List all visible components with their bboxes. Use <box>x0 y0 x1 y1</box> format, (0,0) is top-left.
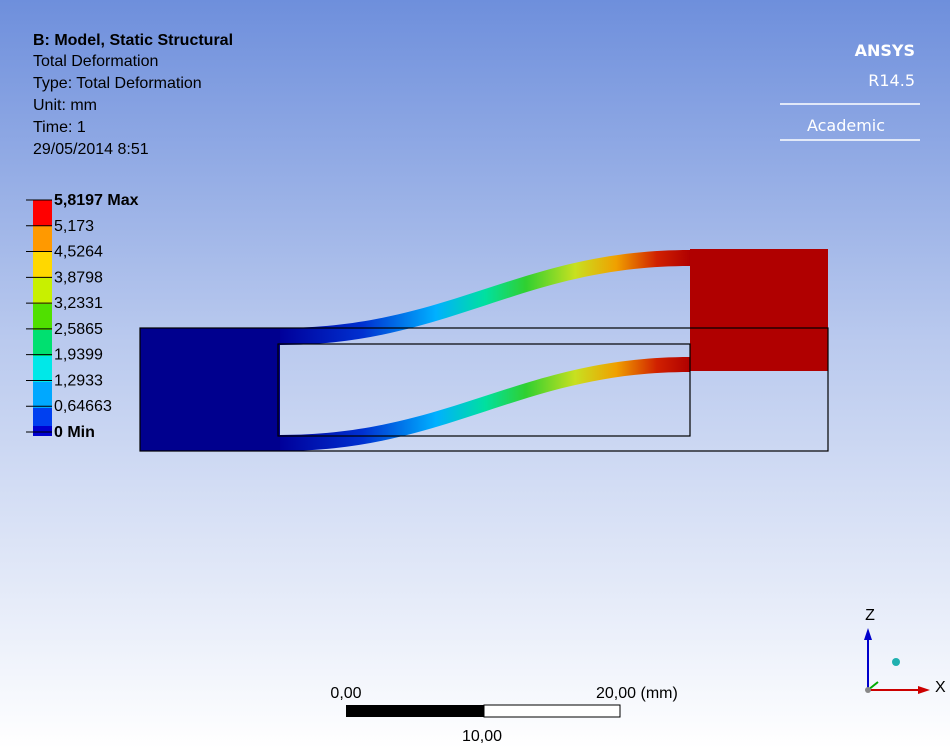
page: {"header": {"title": "B: Model, Static S… <box>0 0 950 749</box>
z-label: Z <box>865 607 875 624</box>
logo-version: R14.5 <box>868 71 915 90</box>
legend-label: 1,2933 <box>54 372 103 389</box>
legend-label: 0 Min <box>54 424 95 441</box>
legend-label: 2,5865 <box>54 321 103 338</box>
moving-block <box>690 249 828 371</box>
legend-band <box>33 278 52 304</box>
legend-label: 5,8197 Max <box>54 192 139 209</box>
fixed-block <box>140 328 280 451</box>
legend-label: 4,5264 <box>54 244 103 261</box>
legend-band <box>33 252 52 278</box>
logo-brand: ANSYS <box>855 41 915 60</box>
legend-bands <box>33 200 52 436</box>
scale-label: 20,00 (mm) <box>596 685 678 702</box>
header-line: Time: 1 <box>33 119 86 136</box>
header-line: Total Deformation <box>33 53 158 70</box>
scale-bar-white <box>484 705 620 717</box>
legend-band <box>33 200 52 226</box>
legend-label: 5,173 <box>54 218 94 235</box>
triad-origin <box>865 687 871 693</box>
scale-label: 10,00 <box>462 728 502 745</box>
logo-edition: Academic <box>807 116 885 135</box>
legend-band <box>33 304 52 330</box>
header-line: 29/05/2014 8:51 <box>33 141 149 158</box>
triad-sphere <box>892 658 900 666</box>
x-label: X <box>935 679 946 696</box>
legend-band <box>33 356 52 382</box>
legend-label: 0,64663 <box>54 398 112 415</box>
legend-band <box>33 426 52 436</box>
scale-bar-black <box>346 705 484 717</box>
legend-band <box>33 226 52 252</box>
header-line: Type: Total Deformation <box>33 75 202 92</box>
model-title: B: Model, Static Structural <box>33 32 233 49</box>
legend-label: 1,9399 <box>54 347 103 364</box>
viewport: B: Model, Static Structural Total Deform… <box>0 0 950 749</box>
legend-band <box>33 330 52 356</box>
legend-band <box>33 382 52 408</box>
header-line: Unit: mm <box>33 97 97 114</box>
legend-label: 3,8798 <box>54 269 103 286</box>
legend-label: 3,2331 <box>54 295 103 312</box>
scale-label: 0,00 <box>330 685 361 702</box>
